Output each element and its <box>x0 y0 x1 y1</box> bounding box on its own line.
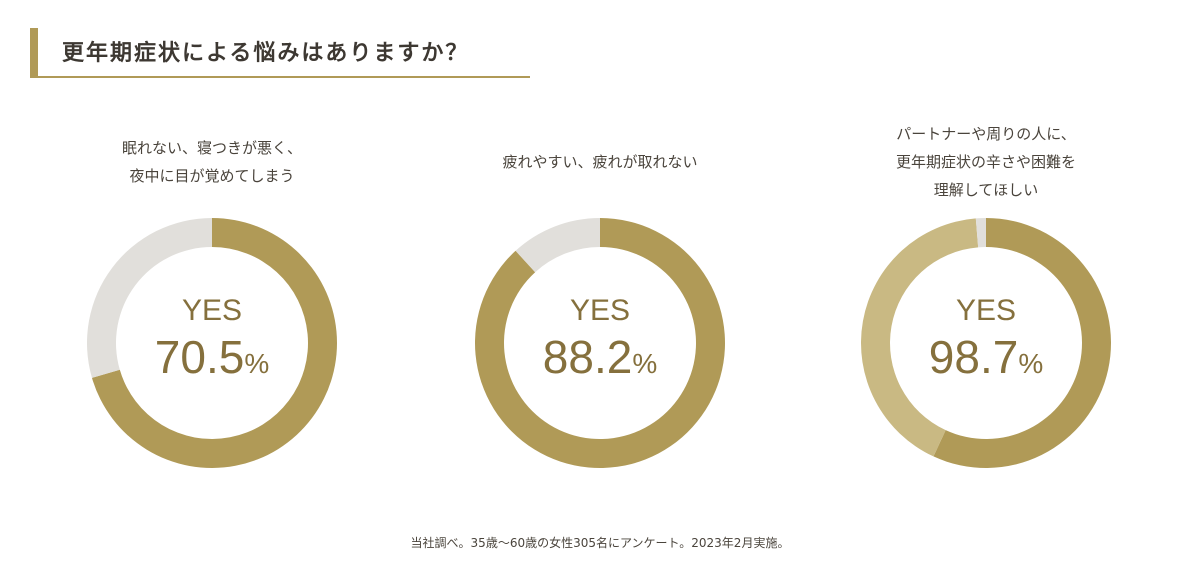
donut-chart <box>475 218 725 468</box>
caption-line: 理解してほしい <box>933 181 1039 199</box>
value-number: 98.7 <box>928 331 1019 383</box>
center-value: 70.5% <box>62 330 362 384</box>
chart-panel-sleep: 眠れない、寝つきが悪く、 夜中に目が覚めてしまう YES 70.5% <box>62 110 362 490</box>
value-unit: % <box>244 348 270 379</box>
center-value: 98.7% <box>836 330 1136 384</box>
donut-chart <box>861 218 1111 468</box>
caption-line: 疲れやすい、疲れが取れない <box>502 153 698 171</box>
donut-segment-other-1 <box>86 218 212 378</box>
center-yes-label: YES <box>569 294 631 327</box>
footnote: 当社調べ。35歳〜60歳の女性305名にアンケート。2023年2月実施。 <box>410 536 790 550</box>
donut-segment-other-2 <box>975 218 986 248</box>
caption-line: 夜中に目が覚めてしまう <box>129 167 295 185</box>
center-value: 88.2% <box>450 330 750 384</box>
value-unit: % <box>632 348 658 379</box>
caption-line: 更年期症状の辛さや困難を <box>895 153 1076 171</box>
center-yes-label: YES <box>955 294 1017 327</box>
donut-chart <box>86 218 337 468</box>
value-number: 88.2 <box>542 331 633 383</box>
caption-line: パートナーや周りの人に、 <box>896 125 1076 143</box>
donut-segment-other-1 <box>515 218 600 273</box>
center-yes-label: YES <box>181 294 243 327</box>
chart-panel-fatigue: 疲れやすい、疲れが取れない YES 88.2% <box>450 110 750 490</box>
caption-line: 眠れない、寝つきが悪く、 <box>121 139 302 157</box>
donut-segment-yes <box>933 218 1111 468</box>
value-number: 70.5 <box>154 331 245 383</box>
donut-segment-other-1 <box>861 218 979 457</box>
title-block: 更年期症状による悩みはありますか？ <box>30 28 530 78</box>
chart-panel-understanding: パートナーや周りの人に、 更年期症状の辛さや困難を 理解してほしい YES 98… <box>836 110 1136 490</box>
page-title: 更年期症状による悩みはありますか？ <box>62 41 470 66</box>
value-unit: % <box>1018 348 1044 379</box>
